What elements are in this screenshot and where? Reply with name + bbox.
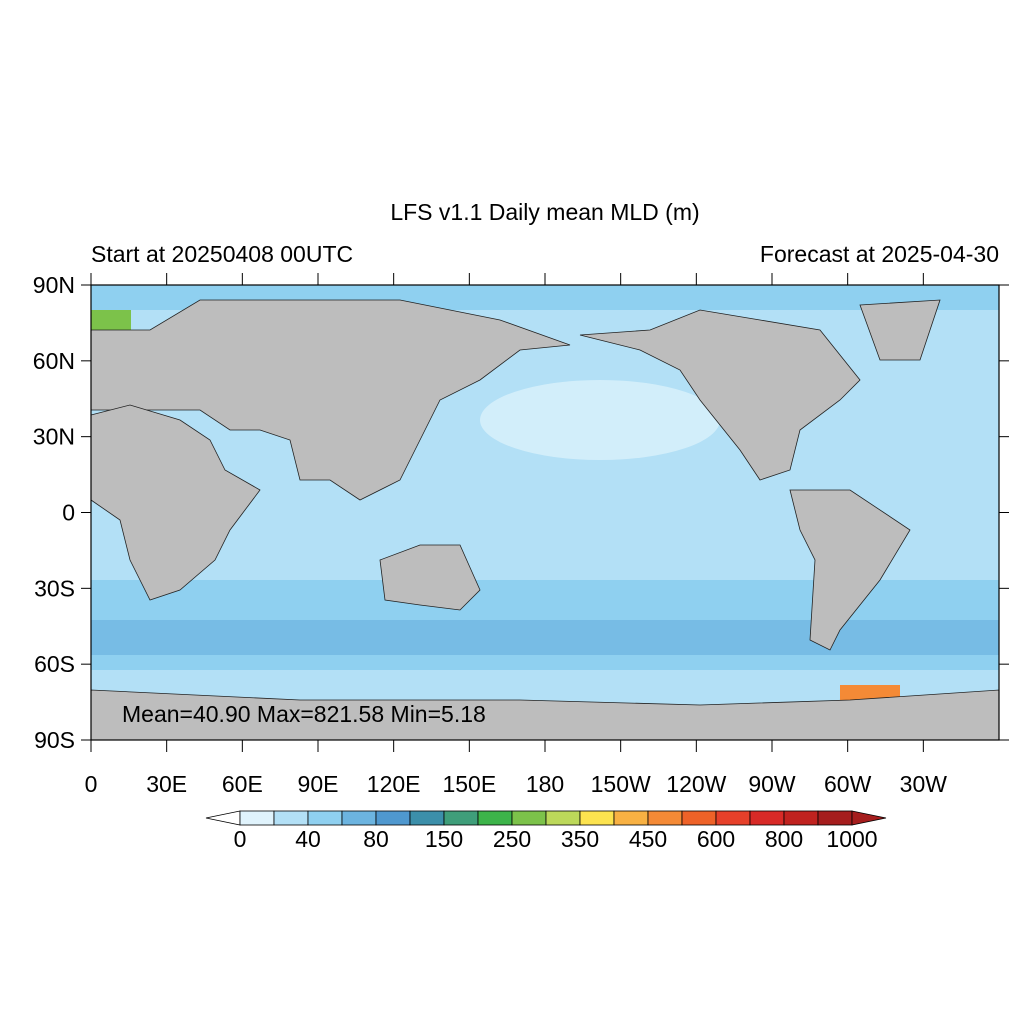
y-tick-label: 0 [62,500,75,526]
colorbar-box [681,810,717,826]
ocean-band [91,620,999,655]
y-tick-label: 30S [34,575,75,601]
south-america [789,489,911,651]
colorbar-box [579,810,615,826]
colorbar-box [409,810,445,826]
colorbar-label: 40 [295,826,321,852]
colorbar-box [715,810,751,826]
colorbar-box [545,810,581,826]
x-tick-label: 30W [900,771,948,797]
colorbar-box [307,810,343,826]
x-tick-label: 120W [666,771,726,797]
x-tick-label: 0 [85,771,98,797]
x-tick-label: 120E [367,771,421,797]
y-tick-label: 30N [33,424,75,450]
subtitle-right: Forecast at 2025-04-30 [760,241,999,267]
north-america [579,309,861,481]
colorbar-box [511,810,547,826]
map [90,284,1000,741]
colorbar-box [273,810,309,826]
colorbar-label: 800 [765,826,803,852]
stats-annotation: Mean=40.90 Max=821.58 Min=5.18 [122,701,486,727]
title: LFS v1.1 Daily mean MLD (m) [390,199,699,225]
colorbar-label: 80 [363,826,389,852]
australia [379,544,481,611]
x-tick-label: 180 [526,771,564,797]
colorbar-box [613,810,649,826]
x-tick-label: 60W [824,771,872,797]
colorbar-box [783,810,819,826]
x-tick-label: 30E [146,771,187,797]
y-tick-label: 60N [33,348,75,374]
subtitle-left: Start at 20250408 00UTC [91,241,353,267]
colorbar-label: 600 [697,826,735,852]
colorbar-label: 150 [425,826,463,852]
colorbar-label: 1000 [826,826,877,852]
colorbar-box [817,810,853,826]
y-tick-label: 90S [34,727,75,753]
colorbar-box [647,810,683,826]
x-tick-label: 150W [591,771,651,797]
colorbar-box [341,810,377,826]
colorbar-label: 0 [234,826,247,852]
colorbar-box [375,810,411,826]
x-tick-label: 90W [748,771,796,797]
colorbar-label: 350 [561,826,599,852]
greenland [859,299,941,361]
x-tick-label: 60E [222,771,263,797]
colorbar-label: 450 [629,826,667,852]
colorbar-box [239,810,275,826]
x-tick-label: 90E [298,771,339,797]
colorbar-box [749,810,785,826]
africa [90,404,261,601]
colorbar-box [477,810,513,826]
eurasia [90,299,571,501]
y-tick-label: 60S [34,651,75,677]
ocean-patch [480,380,720,460]
y-tick-label: 90N [33,272,75,298]
x-tick-label: 150E [442,771,496,797]
colorbar-over [851,810,887,826]
colorbar-label: 250 [493,826,531,852]
colorbar-box [443,810,479,826]
